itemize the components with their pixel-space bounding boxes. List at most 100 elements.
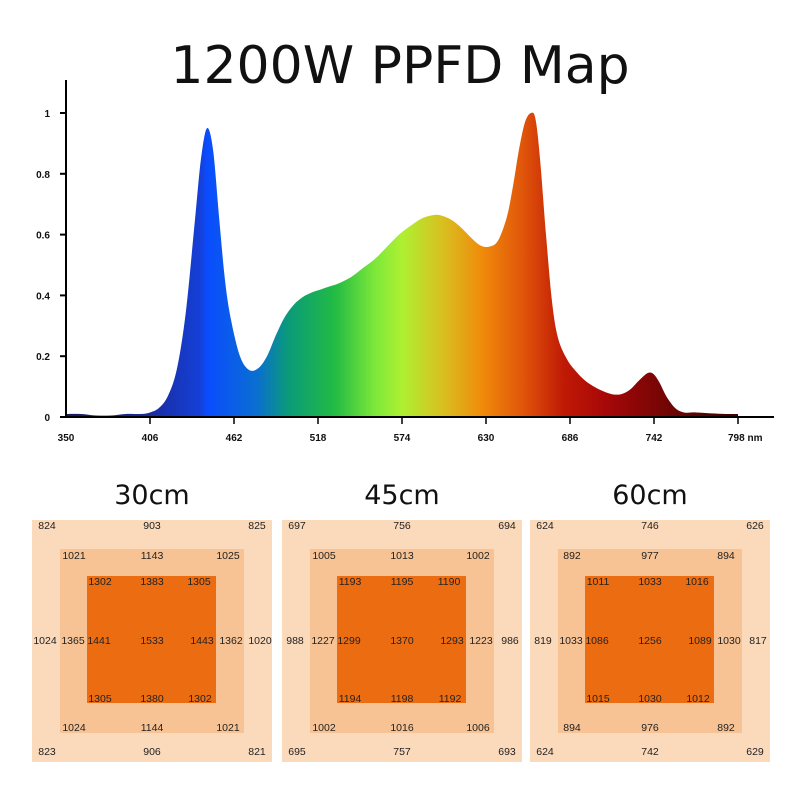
y-tick-label: 0 bbox=[44, 413, 50, 424]
ppfd-value-mid-tr: 1002 bbox=[466, 550, 490, 562]
ppfd-value-outer-b: 757 bbox=[393, 746, 411, 758]
ppfd-value-inner-r: 1089 bbox=[688, 635, 712, 647]
ppfd-value-mid-t: 1013 bbox=[390, 550, 414, 562]
ppfd-value-inner-tr: 1016 bbox=[685, 576, 709, 588]
ppfd-value-outer-tr: 825 bbox=[248, 520, 266, 532]
ppfd-value-outer-tl: 697 bbox=[288, 520, 306, 532]
x-tick-label: 742 bbox=[646, 433, 663, 444]
ppfd-value-inner-t: 1033 bbox=[638, 576, 662, 588]
ppfd-value-inner-c: 1533 bbox=[140, 635, 164, 647]
ppfd-value-mid-b: 976 bbox=[641, 722, 659, 734]
ppfd-value-mid-br: 892 bbox=[717, 722, 735, 734]
ppfd-value-outer-l: 1024 bbox=[33, 635, 57, 647]
y-tick-label: 0.2 bbox=[36, 352, 50, 363]
ppfd-value-inner-b: 1030 bbox=[638, 693, 662, 705]
x-tick-label: 462 bbox=[226, 433, 243, 444]
ppfd-value-inner-tl: 1193 bbox=[338, 576, 362, 588]
ppfd-value-outer-bl: 695 bbox=[288, 746, 306, 758]
x-tick-label: 798 nm bbox=[728, 433, 763, 444]
ppfd-value-outer-tr: 694 bbox=[498, 520, 516, 532]
ppfd-value-outer-t: 756 bbox=[393, 520, 411, 532]
y-tick-label: 0.6 bbox=[36, 231, 50, 242]
ppfd-value-inner-bl: 1194 bbox=[338, 693, 362, 705]
y-tick-label: 0.4 bbox=[36, 291, 50, 302]
ppfd-value-inner-bl: 1015 bbox=[586, 693, 610, 705]
spectrum-area bbox=[66, 112, 738, 417]
ppfd-value-inner-tl: 1302 bbox=[88, 576, 112, 588]
ppfd-value-mid-br: 1021 bbox=[216, 722, 240, 734]
ppfd-value-outer-tr: 626 bbox=[746, 520, 764, 532]
ppfd-value-outer-r: 817 bbox=[749, 635, 767, 647]
ppfd-value-mid-tr: 894 bbox=[717, 550, 735, 562]
map-height-label: 60cm bbox=[612, 480, 688, 511]
ppfd-value-mid-r: 1223 bbox=[469, 635, 493, 647]
ppfd-value-mid-bl: 1002 bbox=[312, 722, 336, 734]
ppfd-map-45cm: 45cm 697 756 694 988 986 695 757 693 1005 1013 100… bbox=[282, 480, 522, 762]
ppfd-value-inner-tr: 1190 bbox=[437, 576, 461, 588]
ppfd-value-outer-b: 742 bbox=[641, 746, 659, 758]
ppfd-value-outer-tl: 824 bbox=[38, 520, 56, 532]
ppfd-map-30cm: 30cm 824 903 825 1024 1020 823 906 821 1021 1143 1… bbox=[32, 480, 272, 762]
ppfd-value-inner-tr: 1305 bbox=[187, 576, 211, 588]
ppfd-value-mid-b: 1144 bbox=[140, 722, 164, 734]
x-tick-label: 630 bbox=[478, 433, 495, 444]
ppfd-value-inner-l: 1299 bbox=[337, 635, 361, 647]
ppfd-value-mid-tl: 892 bbox=[563, 550, 581, 562]
ppfd-value-inner-tl: 1011 bbox=[586, 576, 610, 588]
x-tick-label: 574 bbox=[394, 433, 411, 444]
ppfd-value-outer-bl: 823 bbox=[38, 746, 56, 758]
ppfd-value-inner-br: 1192 bbox=[438, 693, 462, 705]
ppfd-value-mid-bl: 1024 bbox=[62, 722, 86, 734]
ppfd-value-inner-c: 1256 bbox=[638, 635, 662, 647]
ppfd-value-outer-l: 988 bbox=[286, 635, 304, 647]
ppfd-value-inner-bl: 1305 bbox=[88, 693, 112, 705]
ppfd-value-outer-r: 1020 bbox=[248, 635, 272, 647]
ppfd-value-outer-br: 821 bbox=[248, 746, 266, 758]
ppfd-value-outer-br: 629 bbox=[746, 746, 764, 758]
ppfd-value-outer-t: 746 bbox=[641, 520, 659, 532]
x-tick-label: 686 bbox=[562, 433, 579, 444]
ppfd-value-inner-c: 1370 bbox=[390, 635, 414, 647]
ppfd-value-outer-br: 693 bbox=[498, 746, 516, 758]
ppfd-value-inner-l: 1086 bbox=[585, 635, 609, 647]
ppfd-value-inner-br: 1012 bbox=[686, 693, 710, 705]
ppfd-value-mid-t: 977 bbox=[641, 550, 659, 562]
y-tick-label: 0.8 bbox=[36, 170, 50, 181]
ppfd-value-mid-tl: 1005 bbox=[312, 550, 336, 562]
ppfd-value-mid-tr: 1025 bbox=[216, 550, 240, 562]
ppfd-value-mid-tl: 1021 bbox=[62, 550, 86, 562]
ppfd-value-mid-l: 1033 bbox=[559, 635, 583, 647]
ppfd-value-outer-bl: 624 bbox=[536, 746, 554, 758]
ppfd-value-inner-r: 1293 bbox=[440, 635, 464, 647]
spectrum-chart: 0 0.2 0.4 0.6 0.8 1 350 406 462 518 574 630 686 742 7… bbox=[36, 80, 774, 444]
ppfd-value-inner-l: 1441 bbox=[87, 635, 111, 647]
ppfd-value-inner-t: 1195 bbox=[390, 576, 414, 588]
ppfd-value-mid-t: 1143 bbox=[140, 550, 164, 562]
ppfd-value-inner-t: 1383 bbox=[140, 576, 164, 588]
ppfd-value-mid-br: 1006 bbox=[466, 722, 490, 734]
ppfd-value-mid-bl: 894 bbox=[563, 722, 581, 734]
ppfd-value-inner-b: 1380 bbox=[140, 693, 164, 705]
ppfd-map-60cm: 60cm 624 746 626 819 817 624 742 629 892 977 894 10… bbox=[530, 480, 770, 762]
inner-zone bbox=[585, 576, 714, 703]
ppfd-value-outer-tl: 624 bbox=[536, 520, 554, 532]
ppfd-value-mid-r: 1362 bbox=[219, 635, 243, 647]
x-tick-label: 350 bbox=[58, 433, 75, 444]
x-tick-label: 518 bbox=[310, 433, 327, 444]
ppfd-value-outer-l: 819 bbox=[534, 635, 552, 647]
ppfd-value-mid-l: 1227 bbox=[311, 635, 335, 647]
ppfd-value-inner-br: 1302 bbox=[188, 693, 212, 705]
ppfd-value-mid-r: 1030 bbox=[717, 635, 741, 647]
inner-zone bbox=[337, 576, 466, 703]
ppfd-value-mid-b: 1016 bbox=[390, 722, 414, 734]
y-tick-label: 1 bbox=[44, 109, 50, 120]
ppfd-value-outer-r: 986 bbox=[501, 635, 519, 647]
ppfd-value-outer-t: 903 bbox=[143, 520, 161, 532]
inner-zone bbox=[87, 576, 216, 703]
x-tick-label: 406 bbox=[142, 433, 159, 444]
ppfd-value-inner-r: 1443 bbox=[190, 635, 214, 647]
ppfd-value-outer-b: 906 bbox=[143, 746, 161, 758]
map-height-label: 30cm bbox=[114, 480, 190, 511]
ppfd-value-inner-b: 1198 bbox=[390, 693, 414, 705]
page-title: 1200W PPFD Map bbox=[170, 36, 630, 96]
